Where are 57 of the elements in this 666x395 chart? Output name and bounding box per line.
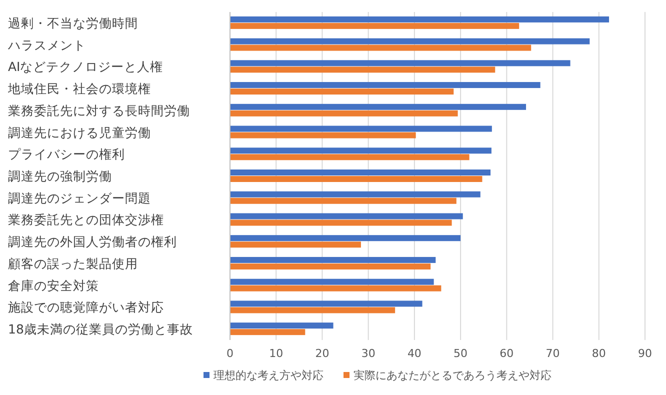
legend-label: 理想的な考え方や対応 [214,369,324,382]
bar [230,126,492,132]
y-tick-label: ハラスメント [7,37,86,52]
bar [230,307,396,314]
x-tick-label: 60 [500,347,514,360]
y-tick-label: プライバシーの権利 [8,146,125,162]
y-tick-label: 調達先における児童労働 [8,124,151,140]
bar [230,278,434,285]
bar [230,132,416,138]
bar [230,154,470,160]
y-tick-label: 過剰・不当な労働時間 [8,15,138,30]
y-tick-label: 顧客の誤った製品使用 [8,256,138,271]
x-tick-label: 30 [361,347,376,360]
bar [230,329,306,336]
bar [230,213,463,220]
bar [230,300,422,307]
bar [230,22,520,29]
x-tick-label: 20 [315,347,330,360]
x-tick-label: 50 [454,347,468,360]
x-tick-label: 80 [592,347,606,360]
bar [230,148,492,154]
bar [230,38,590,44]
y-tick-label: 業務委託先との団体交渉権 [8,212,164,228]
legend-label: 実際にあなたがとるであろう考えや対応 [354,369,552,382]
y-tick-label: 調達先の強制労働 [8,168,112,184]
x-tick-label: 40 [407,347,422,360]
bar [230,110,458,116]
y-tick-label: 調達先のジェンダー問題 [8,190,151,206]
x-tick-label: 10 [269,347,284,360]
x-tick-label: 90 [638,347,652,360]
x-tick-label: 70 [546,347,560,360]
bar [230,285,442,292]
bar [230,220,452,226]
bar [230,60,570,66]
y-tick-label: 調達先の外国人労働者の権利 [8,234,177,250]
y-tick-label: 業務委託先に対する長時間労働 [8,102,190,118]
bar [230,170,491,176]
y-tick-label: AIなどテクノロジーと人権 [8,59,164,74]
bar [230,191,480,198]
bar [230,263,431,270]
bar [230,235,461,242]
bar [230,66,496,73]
bar [230,88,454,95]
bar [230,82,540,88]
y-tick-label: 施設での聴覚障がい者対応 [8,300,164,315]
bar [230,322,334,329]
bar [230,242,361,248]
y-tick-label: 地域住民・社会の環境権 [7,81,151,96]
y-tick-label: 18歳未満の従業員の労働と事故 [8,322,193,337]
y-tick-label: 倉庫の安全対策 [8,278,99,293]
bar [230,104,526,110]
bar [230,16,610,22]
bar [230,256,436,263]
bar [230,198,456,204]
bar [230,44,532,51]
x-tick-label: 0 [226,347,234,360]
bar [230,176,482,182]
